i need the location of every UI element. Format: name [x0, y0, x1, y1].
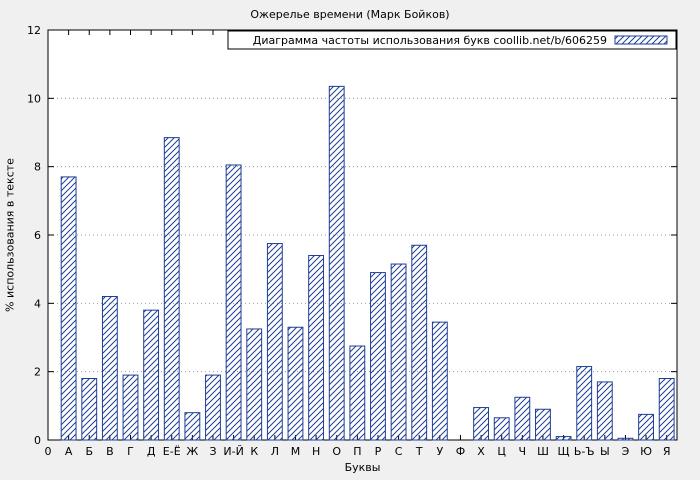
x-tick-label: Х — [477, 445, 485, 458]
bar-Ш — [535, 408, 551, 441]
x-tick-label: Я — [663, 445, 671, 458]
x-tick-label: Н — [312, 445, 320, 458]
y-tick-label: 12 — [27, 24, 41, 37]
bar-К — [246, 328, 263, 441]
x-tick-label: А — [65, 445, 73, 458]
y-tick-label: 10 — [27, 92, 41, 105]
bar-А — [60, 176, 77, 441]
legend-label: Диаграмма частоты использования букв coo… — [253, 34, 607, 47]
legend-swatch — [614, 35, 668, 45]
x-tick-label: К — [250, 445, 258, 458]
x-tick-label: Ь-Ъ — [574, 445, 595, 458]
bar-Е-Ё — [163, 137, 180, 441]
x-tick-label: П — [353, 445, 361, 458]
bar-Л — [266, 243, 283, 441]
x-tick-label: О — [332, 445, 341, 458]
bar-Р — [370, 272, 386, 441]
x-tick-label: Р — [375, 445, 382, 458]
bar-Ч — [514, 396, 531, 441]
x-tick-label: У — [436, 445, 443, 458]
x-tick-label: Ц — [497, 445, 506, 458]
bar-Ц — [493, 417, 510, 441]
y-tick-label: 2 — [34, 366, 41, 379]
y-tick-label: 4 — [34, 297, 41, 310]
x-tick-label: З — [209, 445, 216, 458]
x-tick-label: Ю — [640, 445, 652, 458]
x-axis-label: Буквы — [344, 461, 381, 474]
x-tick-label: Г — [127, 445, 134, 458]
bar-З — [205, 374, 221, 441]
y-tick-label: 0 — [34, 434, 41, 447]
x-tick-label: М — [291, 445, 301, 458]
x-tick-label: Б — [85, 445, 93, 458]
bar-Ь-Ъ — [576, 366, 593, 441]
x-tick-label: В — [106, 445, 114, 458]
legend-box — [227, 30, 677, 50]
x-tick-label: Ы — [600, 445, 610, 458]
chart-title: Ожерелье времени (Марк Бойков) — [250, 8, 450, 21]
x-tick-label: Щ — [558, 445, 570, 458]
bar-Т — [411, 244, 428, 441]
y-tick-label: 6 — [34, 229, 41, 242]
bar-Э — [617, 437, 634, 441]
x-tick-label: Е-Ё — [163, 445, 181, 458]
x-tick-label: И-Й — [223, 445, 243, 458]
x-tick-label: Ч — [519, 445, 527, 458]
bar-П — [349, 345, 366, 441]
bar-Ю — [638, 413, 654, 441]
bar-Ж — [184, 412, 201, 441]
bar-В — [101, 296, 118, 441]
x-tick-label: Л — [271, 445, 279, 458]
bar-Б — [81, 378, 98, 441]
x-tick-label: С — [395, 445, 403, 458]
x-tick-label: Ф — [456, 445, 465, 458]
bar-Г — [122, 374, 139, 441]
bar-Х — [473, 407, 490, 441]
bar-И-Й — [225, 164, 242, 441]
x-tick-label: 0 — [45, 445, 52, 458]
bar-Щ — [555, 436, 572, 441]
bar-О — [328, 85, 345, 441]
x-tick-label: Э — [622, 445, 630, 458]
bar-Д — [143, 309, 160, 441]
bar-М — [287, 326, 304, 441]
x-tick-label: Ж — [186, 445, 198, 458]
x-tick-label: Т — [415, 445, 423, 458]
bar-Ы — [596, 381, 613, 441]
bar-Н — [308, 255, 325, 441]
bar-Я — [658, 378, 675, 441]
y-tick-label: 8 — [34, 161, 41, 174]
x-tick-label: Ш — [537, 445, 549, 458]
x-tick-label: Д — [147, 445, 156, 458]
bar-С — [390, 263, 407, 441]
bar-У — [431, 321, 448, 441]
